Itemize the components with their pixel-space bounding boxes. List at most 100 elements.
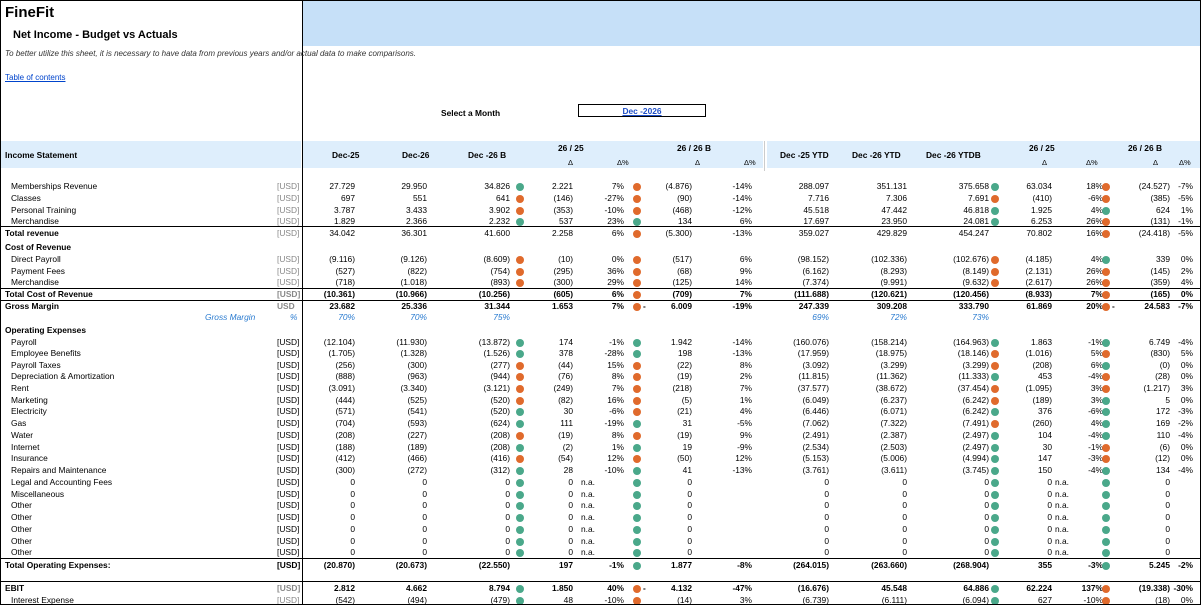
- cell-value: 0: [1047, 489, 1052, 499]
- cell-value: 3%: [1180, 383, 1193, 393]
- cell-value: 0: [1047, 477, 1052, 487]
- month-selector[interactable]: Dec -2026: [578, 104, 706, 117]
- green-status-dot-icon: [516, 538, 524, 546]
- cell-value: (6.446): [802, 406, 829, 416]
- cell-value: (8.933): [1025, 289, 1052, 299]
- green-status-dot-icon: [991, 218, 999, 226]
- cell-value: 9%: [739, 430, 752, 440]
- cell-value: 0%: [1180, 360, 1193, 370]
- cell-value: (3.611): [881, 465, 907, 475]
- cell-value: (6.739): [802, 595, 829, 605]
- cell-value: 1.850: [552, 583, 573, 593]
- cell-value: (14): [677, 595, 692, 605]
- cell-value: (19): [677, 430, 692, 440]
- cell-value: 150: [1038, 465, 1052, 475]
- cell-value: (19): [677, 371, 692, 381]
- red-status-dot-icon: [516, 455, 524, 463]
- cell-value: 0: [422, 512, 427, 522]
- row-label: Depreciation & Amortization: [11, 371, 115, 381]
- cell-value: 0: [568, 477, 573, 487]
- red-status-dot-icon: [516, 195, 524, 203]
- cell-value: (1.018): [400, 277, 427, 287]
- cell-value: 64.886: [963, 583, 989, 593]
- cell-value: (272): [407, 465, 427, 475]
- green-status-dot-icon: [633, 218, 641, 226]
- green-status-dot-icon: [633, 549, 641, 557]
- cell-value: (709): [672, 289, 692, 299]
- red-status-dot-icon: [1102, 585, 1110, 593]
- cell-value: (6.162): [802, 266, 829, 276]
- red-status-dot-icon: [1102, 291, 1110, 299]
- cell-value: 7.306: [886, 193, 907, 203]
- cell-value: 1.877: [671, 560, 692, 570]
- cell-value: 24.081: [963, 216, 989, 226]
- cell-value: (7.322): [880, 418, 907, 428]
- row-label: Operating Expenses: [5, 325, 86, 335]
- cell-value: 376: [1038, 406, 1052, 416]
- row-label: Direct Payroll: [11, 254, 61, 264]
- cell-value: 6.009: [671, 301, 692, 311]
- cell-value: 134: [678, 216, 692, 226]
- cell-value: 16%: [607, 395, 624, 405]
- cell-value: 0: [568, 512, 573, 522]
- cell-value: 0: [505, 524, 510, 534]
- row-label: EBIT: [5, 583, 25, 593]
- cell-value: 0: [350, 512, 355, 522]
- page-title: Net Income - Budget vs Actuals: [13, 29, 178, 41]
- cell-value: 6.253: [1031, 216, 1052, 226]
- cell-value: (3.299): [962, 360, 989, 370]
- cell-value: 4.132: [671, 583, 692, 593]
- row-separator: [1, 581, 1200, 582]
- cell-value: 8%: [611, 371, 624, 381]
- cell-value: (158.214): [871, 337, 907, 347]
- cell-value: (6.049): [802, 395, 829, 405]
- row-label: Electricity: [11, 406, 47, 416]
- cell-value: 0: [687, 477, 692, 487]
- cell-value: (3.745): [962, 465, 989, 475]
- row-label: Other: [11, 536, 32, 546]
- cell-value: 0: [1165, 524, 1170, 534]
- dash-marker: -: [1112, 301, 1115, 311]
- table-row: Insurance [USD] (412) (466) (416) (54) 12% (50)…: [1, 453, 1200, 465]
- table-row: Payroll Taxes [USD] (256) (300) (277) (44) 15%…: [1, 360, 1200, 372]
- cell-value: 25.336: [401, 301, 427, 311]
- cell-value: 0: [687, 524, 692, 534]
- cell-value: (5.006): [880, 453, 907, 463]
- red-status-dot-icon: [1102, 597, 1110, 604]
- row-unit: [USD]: [277, 289, 301, 299]
- green-status-dot-icon: [1102, 549, 1110, 557]
- cell-value: (6.242): [962, 406, 989, 416]
- cell-value: 198: [678, 348, 692, 358]
- cell-value: 5%: [1180, 348, 1193, 358]
- cell-value: 0: [902, 512, 907, 522]
- cell-value: 0: [1165, 477, 1170, 487]
- cell-value: (111.688): [794, 289, 829, 299]
- cell-value: 2%: [1180, 266, 1193, 276]
- red-status-dot-icon: [633, 268, 641, 276]
- green-status-dot-icon: [991, 479, 999, 487]
- cell-value: (3.761): [802, 465, 829, 475]
- green-status-dot-icon: [633, 467, 641, 475]
- cell-value: 1.653: [552, 301, 573, 311]
- table-of-contents-link[interactable]: Table of contents: [5, 73, 66, 82]
- cell-value: (6.242): [962, 395, 989, 405]
- cell-value: 339: [1156, 254, 1170, 264]
- cell-value: -4%: [1088, 371, 1103, 381]
- row-label: Other: [11, 524, 32, 534]
- cell-value: (7.491): [962, 418, 989, 428]
- cell-value: 247.339: [798, 301, 829, 311]
- cell-value: (6.237): [880, 395, 907, 405]
- cell-value: (4.876): [665, 181, 692, 191]
- red-status-dot-icon: [633, 597, 641, 604]
- red-status-dot-icon: [1102, 218, 1110, 226]
- cell-value: 6%: [739, 254, 752, 264]
- table-row: Total Cost of Revenue [USD] (10.361) (10.96…: [1, 289, 1200, 301]
- cell-value: (263.660): [871, 560, 907, 570]
- header-group-ytd-26-26b: 26 / 26 B: [1128, 143, 1162, 153]
- green-status-dot-icon: [516, 514, 524, 522]
- header-delta-pct: Δ%: [1086, 158, 1098, 167]
- row-label: Memberships Revenue: [11, 181, 98, 191]
- row-unit: [USD]: [277, 547, 300, 557]
- cell-value: -4%: [1178, 337, 1193, 347]
- header-delta: Δ: [568, 158, 574, 167]
